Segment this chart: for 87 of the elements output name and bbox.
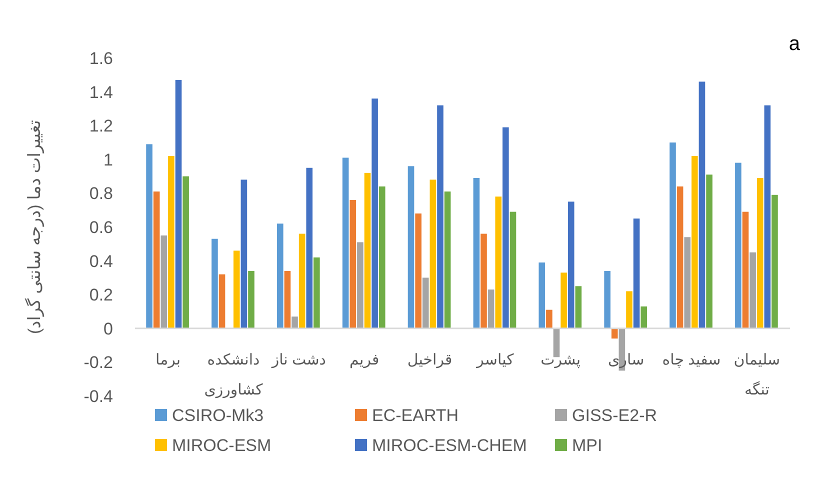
bar (706, 174, 712, 328)
bar (306, 168, 313, 328)
bar (357, 242, 364, 328)
bar (568, 202, 574, 328)
y-tick-label: 1.6 (89, 48, 113, 68)
bar (488, 290, 494, 328)
x-tick-label: برما (156, 351, 181, 368)
bar (742, 212, 749, 328)
bar (240, 180, 248, 328)
bar (437, 105, 444, 328)
bar (633, 218, 640, 328)
bar (350, 200, 356, 328)
bar (430, 180, 436, 328)
bar (510, 212, 516, 328)
x-tick-label: ساری (608, 351, 644, 368)
text: a (788, 33, 801, 55)
bar (314, 257, 320, 328)
y-tick-label: 1.4 (89, 82, 113, 102)
y-tick-label: 1 (104, 150, 113, 170)
y-tick-label: 0.6 (89, 218, 113, 237)
y-tick-label: 0.4 (89, 252, 113, 271)
bar (415, 213, 422, 328)
bar (750, 252, 756, 328)
y-tick-label: -0.4 (84, 386, 113, 406)
bar (604, 270, 610, 328)
bar (218, 274, 226, 328)
x-tick-label: سفید چاه (662, 351, 721, 368)
bar (378, 186, 386, 328)
bar (575, 286, 582, 328)
bar (233, 250, 240, 328)
bar (342, 158, 349, 328)
x-tick-label: سلیمان تنگه (734, 351, 780, 398)
bar (284, 270, 291, 328)
legend-label: MPI (572, 436, 602, 455)
bar (146, 144, 152, 328)
y-tick-label: 0.8 (89, 184, 113, 204)
bar (422, 278, 429, 328)
bar (444, 192, 451, 328)
bar (546, 310, 552, 328)
bar (364, 172, 371, 328)
bar (276, 224, 284, 328)
x-tick-label: فریم (350, 351, 380, 368)
bar (553, 328, 560, 358)
legend-label: GISS-E2-R (572, 406, 658, 425)
bar (626, 291, 632, 328)
bar (372, 98, 378, 328)
legend-label: EC-EARTH (372, 406, 459, 425)
bar (502, 127, 509, 328)
bar (692, 156, 698, 328)
y-tick-label: -0.2 (84, 353, 113, 372)
bar (538, 262, 546, 328)
bar (560, 272, 567, 328)
y-tick-label: 1.2 (89, 116, 113, 136)
bar (670, 142, 676, 328)
x-tick-label: دانشکده کشاورزی (204, 351, 264, 398)
x-tick-label: کیاسر (476, 351, 515, 368)
legend-label: MIROC-ESM (172, 436, 272, 455)
bar (408, 166, 414, 328)
legend-label: MIROC-ESM-CHEM (372, 436, 527, 455)
x-tick-label: پشرت (540, 351, 581, 368)
bar (735, 162, 742, 328)
bar (698, 82, 706, 328)
bar (175, 80, 182, 328)
bar (756, 178, 764, 328)
bar (772, 194, 778, 328)
x-tick-label: قراخیل (407, 351, 452, 368)
y-tick-label: 0.2 (89, 286, 113, 305)
bar (473, 178, 480, 328)
bar (248, 270, 254, 328)
bar (676, 186, 684, 328)
bar (153, 192, 160, 328)
bar (292, 316, 298, 328)
bar (480, 234, 487, 328)
bar (640, 306, 648, 328)
bar (684, 237, 691, 328)
y-tick-label: 0 (104, 319, 113, 338)
bar (160, 235, 168, 328)
bar (764, 105, 771, 328)
bar (298, 234, 306, 328)
x-tick-label: دشت ناز (270, 351, 326, 368)
bar (182, 176, 189, 328)
bar (611, 328, 618, 339)
bar (495, 196, 502, 328)
y-axis-title: تغییرات دما (درجه سانتی گراد) (24, 120, 45, 334)
legend-label: CSIRO-Mk3 (172, 406, 264, 425)
bar (168, 156, 174, 328)
bar (212, 238, 218, 328)
